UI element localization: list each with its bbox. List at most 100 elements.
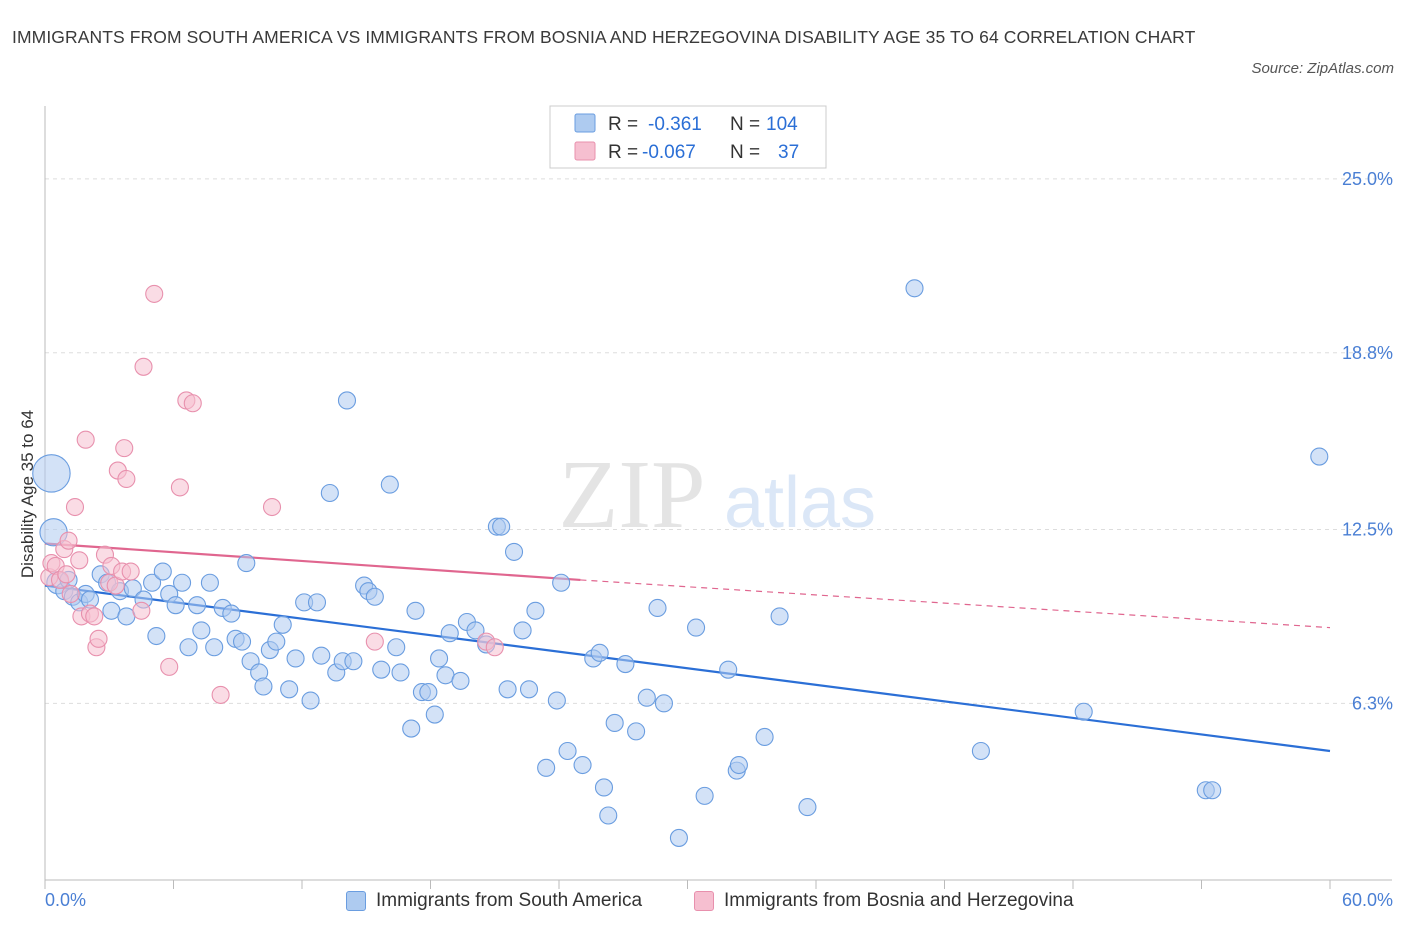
point-bosnia [160, 657, 179, 676]
point-south-america [320, 483, 339, 503]
point-south-america [380, 475, 399, 494]
point-south-america [492, 517, 511, 536]
point-bosnia [183, 394, 202, 413]
point-south-america [770, 607, 789, 626]
point-south-america [537, 758, 556, 777]
point-south-america [32, 454, 71, 493]
point-south-america [504, 542, 524, 561]
point-south-america [273, 615, 292, 634]
point-south-america [406, 601, 425, 620]
watermark-zip: ZIP [559, 441, 706, 549]
point-south-america [905, 279, 924, 298]
trend-line-bosnia [44, 542, 581, 582]
point-south-america [552, 573, 571, 592]
point-south-america [654, 694, 673, 713]
point-south-america [337, 391, 357, 410]
point-south-america [419, 683, 438, 702]
point-south-america [687, 618, 706, 637]
point-south-america [719, 660, 738, 679]
legend-item-bosnia[interactable]: Immigrants from Bosnia and Herzegovina [694, 890, 1074, 912]
y-tick-label: 18.8% [1342, 343, 1393, 363]
point-bosnia [132, 601, 151, 620]
point-south-america [402, 719, 421, 738]
point-bosnia [70, 551, 89, 570]
point-south-america [188, 596, 207, 615]
point-south-america [605, 713, 624, 733]
point-south-america [192, 621, 211, 640]
point-south-america [971, 741, 990, 761]
point-south-america [1074, 702, 1093, 721]
legend-bottom: Immigrants from South America Immigrants… [0, 886, 1406, 918]
point-south-america [594, 778, 614, 797]
point-south-america [755, 727, 774, 747]
watermark: ZIP atlas [559, 441, 877, 549]
point-south-america [547, 691, 566, 710]
point-bosnia [121, 562, 140, 581]
point-bosnia [170, 478, 189, 497]
point-bosnia [211, 685, 230, 704]
point-bosnia [65, 497, 85, 517]
y-tick-label: 6.3% [1352, 693, 1393, 713]
point-south-america [599, 806, 618, 825]
legend-r-value-2: -0.067 [642, 142, 696, 163]
legend-r-value-1: -0.361 [648, 114, 702, 135]
point-south-america [798, 798, 817, 817]
y-tick-labels: 6.3% 12.5% 18.8% 25.0% [1342, 169, 1393, 713]
point-bosnia [365, 632, 384, 651]
legend-item-south-america[interactable]: Immigrants from South America [346, 890, 642, 912]
trend-lines [44, 542, 1331, 753]
point-south-america [590, 643, 609, 662]
point-south-america [372, 660, 391, 679]
y-tick-label: 25.0% [1342, 169, 1393, 189]
point-bosnia [115, 439, 134, 458]
x-tick-label-max: 60.0% [1341, 890, 1393, 910]
point-south-america [616, 655, 635, 674]
legend-box [549, 105, 827, 169]
point-south-america [519, 680, 539, 699]
point-south-america [232, 632, 252, 651]
legend-swatch-pink [574, 141, 596, 161]
watermark-atlas: atlas [724, 463, 876, 543]
point-south-america [143, 573, 162, 592]
legend-n-value-2: 37 [778, 142, 799, 163]
point-south-america [267, 632, 286, 651]
point-bosnia [76, 430, 95, 449]
point-south-america [365, 587, 384, 606]
point-south-america [573, 755, 592, 775]
legend-swatch-blue [574, 113, 596, 133]
point-south-america [440, 624, 459, 643]
point-south-america [1310, 447, 1329, 466]
point-south-america [237, 554, 256, 573]
point-bosnia [59, 531, 78, 550]
x-tick-label-min: 0.0% [45, 890, 87, 910]
trend-line-south-america [44, 584, 1331, 753]
point-south-america [286, 649, 305, 668]
legend-n-label-2: N = [730, 142, 760, 163]
point-south-america [179, 638, 198, 657]
point-south-america [200, 573, 219, 592]
point-south-america [695, 786, 714, 805]
point-south-america [451, 671, 470, 690]
point-south-america [425, 705, 444, 724]
point-south-america [558, 741, 577, 761]
point-bosnia [57, 565, 76, 584]
point-south-america [648, 598, 667, 618]
point-south-america [466, 621, 485, 640]
point-south-america [637, 688, 656, 707]
point-south-america [430, 649, 449, 668]
point-bosnia [61, 584, 80, 604]
point-south-america [173, 573, 192, 592]
legend-top: R = -0.361 N = 104 R = -0.067 N = 37 [549, 105, 827, 169]
legend-r-label-1: R = [608, 114, 638, 135]
source-label: Source: ZipAtlas.com [1251, 60, 1394, 77]
point-south-america [222, 604, 241, 623]
point-south-america [387, 638, 406, 657]
axes [44, 106, 1392, 889]
point-south-america [307, 593, 327, 612]
y-tick-label: 12.5% [1342, 519, 1393, 539]
point-south-america [205, 638, 224, 657]
point-south-america [344, 652, 363, 671]
point-bosnia [89, 629, 108, 648]
point-south-america [729, 755, 748, 775]
